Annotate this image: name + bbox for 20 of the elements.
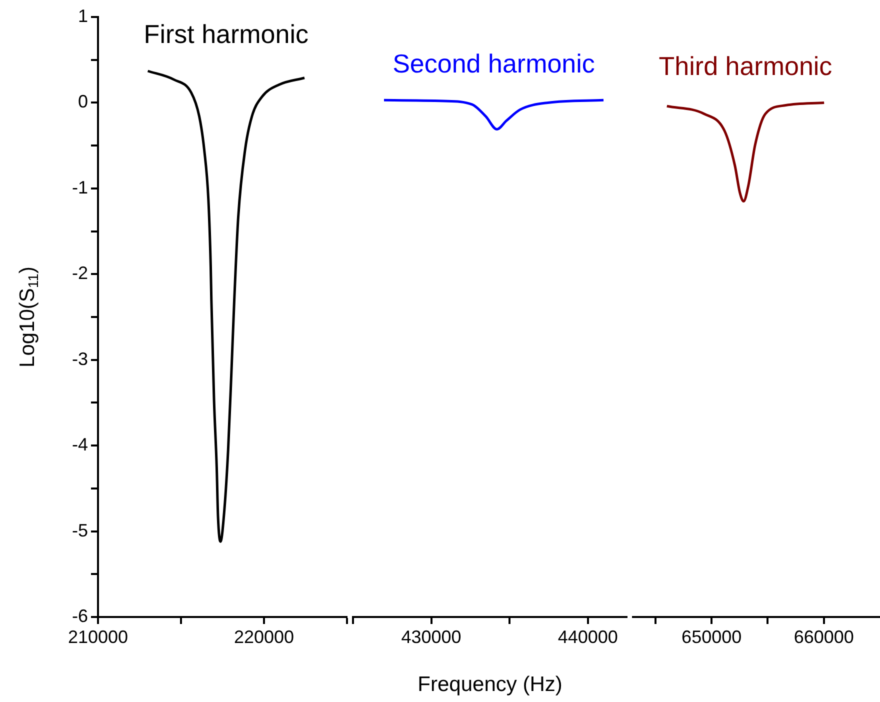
series-label: Third harmonic — [658, 50, 832, 81]
y-tick-label: 1 — [78, 6, 88, 26]
x-tick-label: 430000 — [401, 626, 462, 647]
series-label: First harmonic — [144, 19, 309, 50]
y-axis-title: Log10(S11) — [16, 266, 41, 368]
y-tick-label: 0 — [78, 92, 88, 112]
x-tick-label: 660000 — [794, 626, 854, 647]
line-series — [146, 70, 306, 543]
x-tick-label: 210000 — [68, 626, 128, 647]
y-tick-label: -1 — [72, 177, 88, 198]
y-tick-label: -5 — [72, 520, 88, 540]
x-tick-label: 220000 — [234, 626, 294, 647]
y-tick-label: -6 — [72, 606, 88, 626]
x-tick-label: 650000 — [682, 626, 742, 647]
series-label: Second harmonic — [392, 48, 595, 78]
x-tick-label: 440000 — [558, 626, 618, 647]
y-tick-label: -4 — [72, 434, 88, 455]
x-axis-title: Frequency (Hz) — [418, 673, 562, 696]
y-tick-label: -3 — [72, 348, 88, 369]
y-tick-label: -2 — [72, 263, 88, 284]
